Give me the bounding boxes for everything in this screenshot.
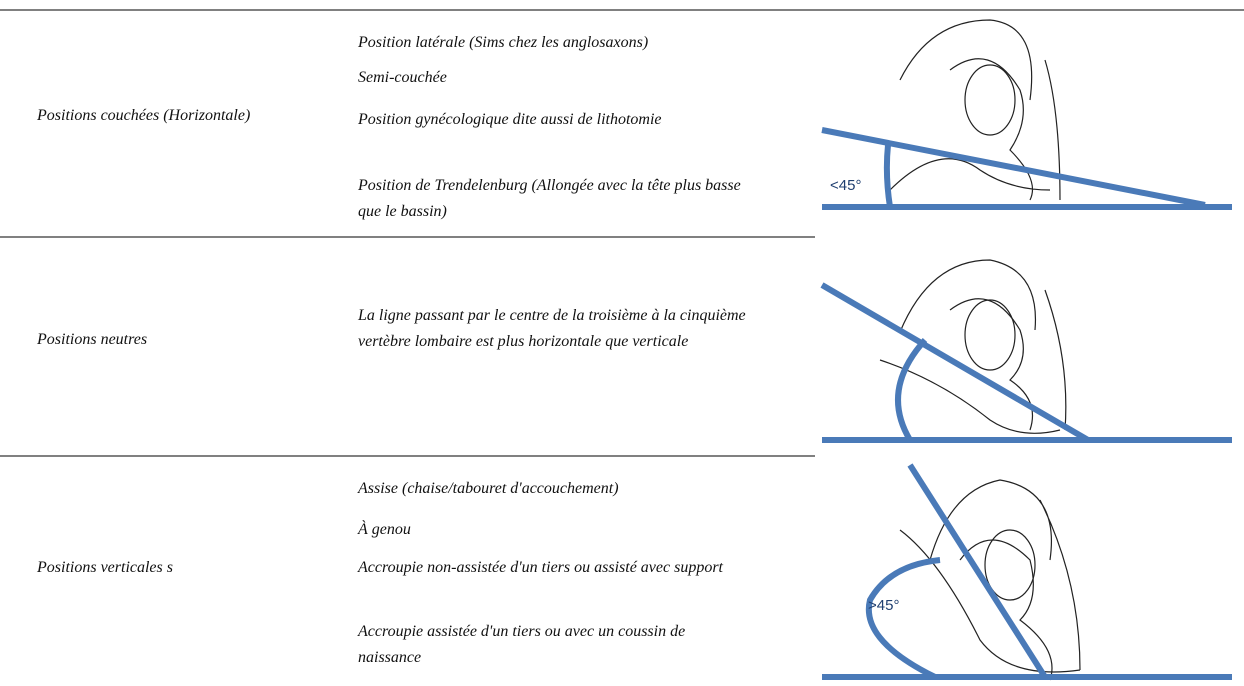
angle-lines <box>820 127 1232 680</box>
item: Semi-couchée <box>358 69 447 86</box>
item: Assise (chaise/tabouret d'accouchement) <box>358 480 619 497</box>
category: Positions neutres <box>37 331 148 348</box>
item: À genou <box>358 521 411 538</box>
item: Accroupie assistée d'un tiers ou avec un… <box>358 623 686 666</box>
item: Accroupie non-assistée d'un tiers ou ass… <box>358 559 723 576</box>
item: Position gynécologique dite aussi de lit… <box>358 111 662 128</box>
item: La ligne passant par le centre de la tro… <box>358 307 746 350</box>
angle-label: <45° <box>830 177 861 194</box>
angle-label: >45° <box>868 597 899 614</box>
category: Positions verticales s <box>37 559 173 576</box>
item: Position latérale (Sims chez les anglosa… <box>358 34 649 51</box>
category: Positions couchées (Horizontale) <box>37 107 251 124</box>
figure-sketch <box>879 19 1081 681</box>
item: Position de Trendelenburg (Allongée avec… <box>358 177 741 220</box>
